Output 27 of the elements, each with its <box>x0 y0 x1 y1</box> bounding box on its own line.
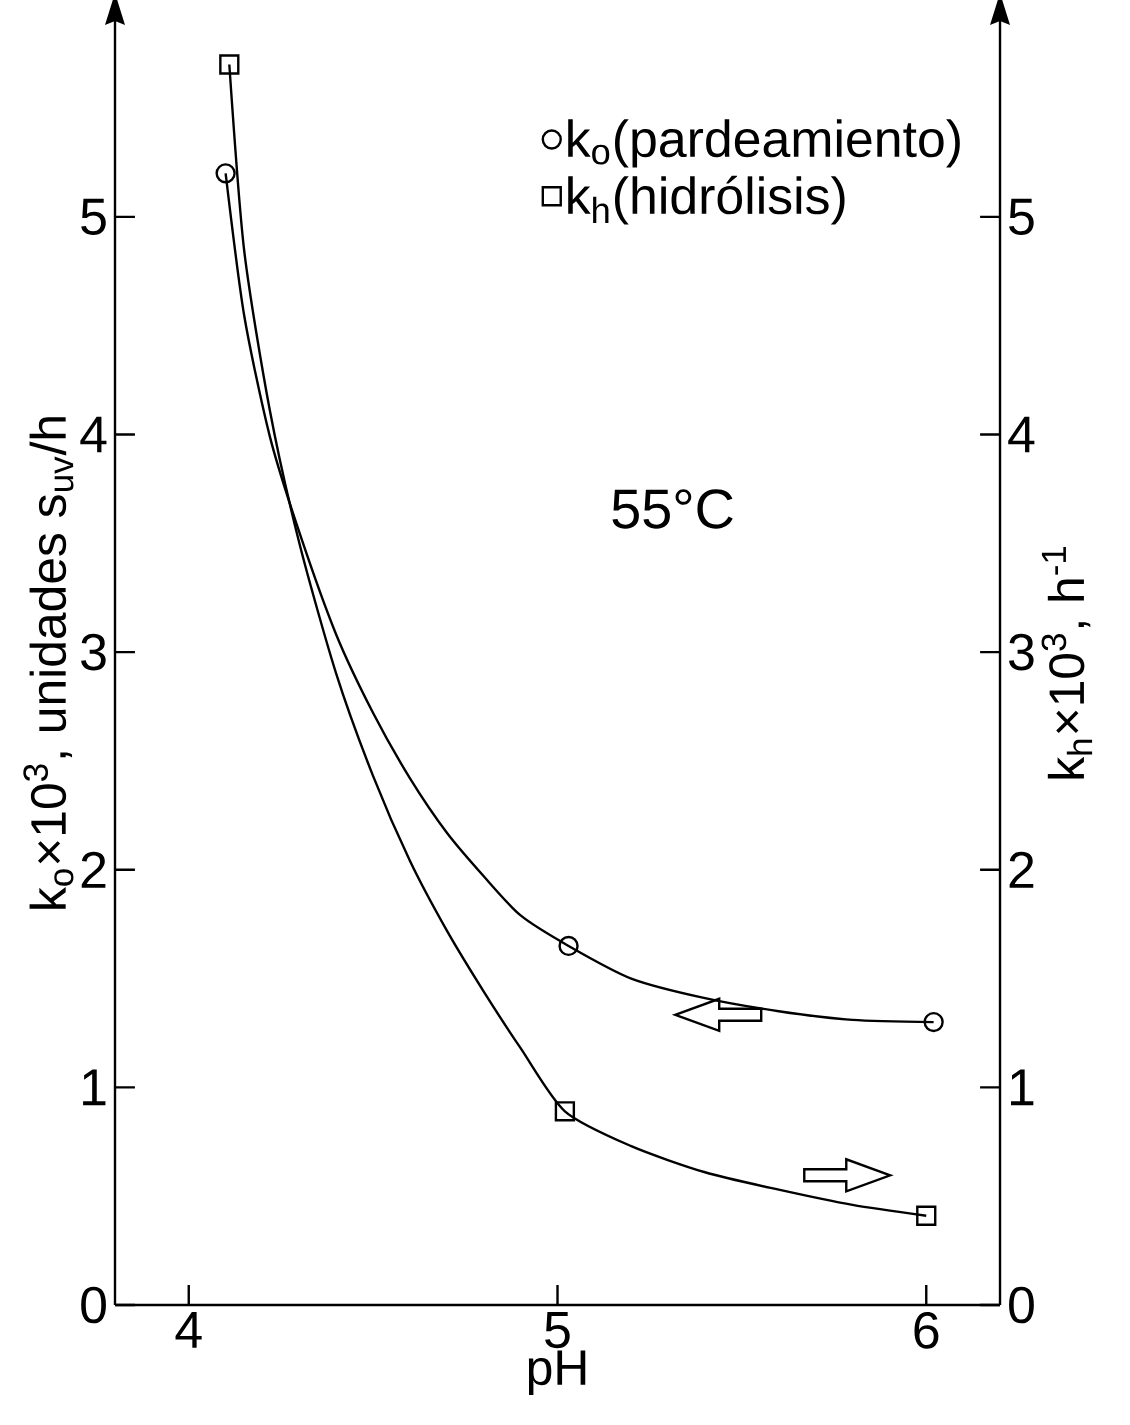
y2-tick-label: 1 <box>1010 1069 1034 1106</box>
y-tick-label: 4 <box>80 416 107 453</box>
y2-tick-label: 5 <box>1009 198 1034 235</box>
y-tick-label: 1 <box>83 1069 106 1106</box>
x-axis-title: pH <box>528 1350 586 1396</box>
y-tick-label: 3 <box>81 633 106 671</box>
y2-tick-label: 4 <box>1008 416 1035 453</box>
x-tick-label: 5 <box>545 1312 570 1349</box>
annotation: 55°C <box>612 489 733 529</box>
point <box>215 163 236 184</box>
y-axis-title: k$_{o}$×10$^{3}$, unidades s$_{uv}$/h <box>23 417 74 909</box>
y2-tick-label: 3 <box>1009 633 1034 671</box>
y-tick-label: 0 <box>81 1286 106 1324</box>
point <box>558 935 579 957</box>
y-tick-label: 5 <box>81 198 106 235</box>
point <box>923 1011 944 1033</box>
y-tick-label: 2 <box>81 851 106 888</box>
legend-label: k$_{h}$(hidrólisis) <box>568 175 845 225</box>
point <box>916 1205 937 1226</box>
y2-tick-label: 2 <box>1009 851 1034 888</box>
x-tick-label: 4 <box>175 1312 202 1348</box>
legend-label: k$_{o}$(pardeamiento) <box>568 119 960 168</box>
y2-tick-label: 0 <box>1009 1286 1034 1324</box>
point <box>554 1101 576 1122</box>
point <box>219 54 240 75</box>
x-tick-label: 6 <box>914 1312 939 1349</box>
y2-axis-title: k$_{h}$×10$^{3}$, h$^{-1}$ <box>1041 546 1093 779</box>
